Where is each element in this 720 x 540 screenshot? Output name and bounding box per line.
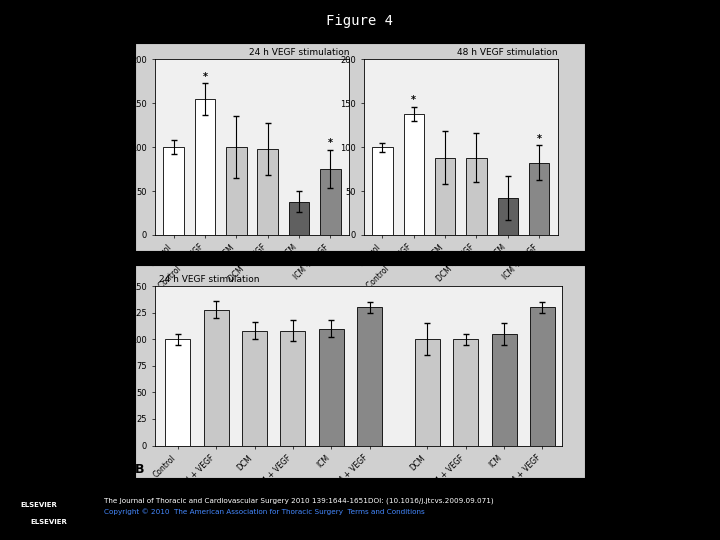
Bar — [529, 163, 549, 235]
Bar — [281, 331, 305, 445]
Text: *: * — [536, 134, 541, 144]
Bar — [289, 201, 309, 235]
Text: 🌳: 🌳 — [43, 488, 55, 507]
Bar — [226, 147, 246, 235]
Text: A: A — [135, 251, 145, 264]
Bar — [258, 149, 278, 235]
Text: 52 weeks post-transplant: 52 weeks post-transplant — [431, 489, 538, 498]
Bar — [163, 147, 184, 235]
Bar — [372, 147, 392, 235]
Y-axis label: % cell proliferation of
control: % cell proliferation of control — [109, 102, 129, 192]
Bar — [357, 307, 382, 446]
Bar — [204, 309, 229, 446]
Bar — [319, 329, 344, 446]
Text: ELSEVIER: ELSEVIER — [20, 502, 57, 508]
Bar — [166, 339, 190, 446]
Text: Figure 4: Figure 4 — [326, 14, 394, 28]
Text: 48 h VEGF stimulation: 48 h VEGF stimulation — [457, 48, 558, 57]
Bar — [498, 198, 518, 235]
Text: *: * — [411, 95, 416, 105]
Bar — [404, 114, 424, 235]
Bar — [492, 334, 516, 445]
Bar — [467, 158, 487, 235]
Text: *: * — [328, 138, 333, 149]
Text: ELSEVIER: ELSEVIER — [30, 519, 68, 525]
Bar — [320, 169, 341, 235]
Text: 4 weeks post-transplant: 4 weeks post-transplant — [261, 489, 363, 498]
Text: The Journal of Thoracic and Cardiovascular Surgery 2010 139:1644-1651DOI: (10.10: The Journal of Thoracic and Cardiovascul… — [104, 498, 494, 504]
Text: 24 h VEGF stimulation: 24 h VEGF stimulation — [248, 48, 349, 57]
Bar — [435, 158, 455, 235]
Y-axis label: % cell proliferation of
control: % cell proliferation of control — [109, 321, 129, 411]
Text: B: B — [135, 463, 145, 476]
Bar — [415, 339, 440, 446]
Text: 24 h VEGF stimulation: 24 h VEGF stimulation — [159, 275, 259, 284]
Bar — [530, 307, 555, 446]
Text: *: * — [202, 72, 207, 82]
Bar — [242, 331, 267, 445]
Bar — [453, 339, 478, 446]
Text: Copyright © 2010  The American Association for Thoracic Surgery  Terms and Condi: Copyright © 2010 The American Associatio… — [104, 509, 425, 515]
Bar — [195, 99, 215, 235]
